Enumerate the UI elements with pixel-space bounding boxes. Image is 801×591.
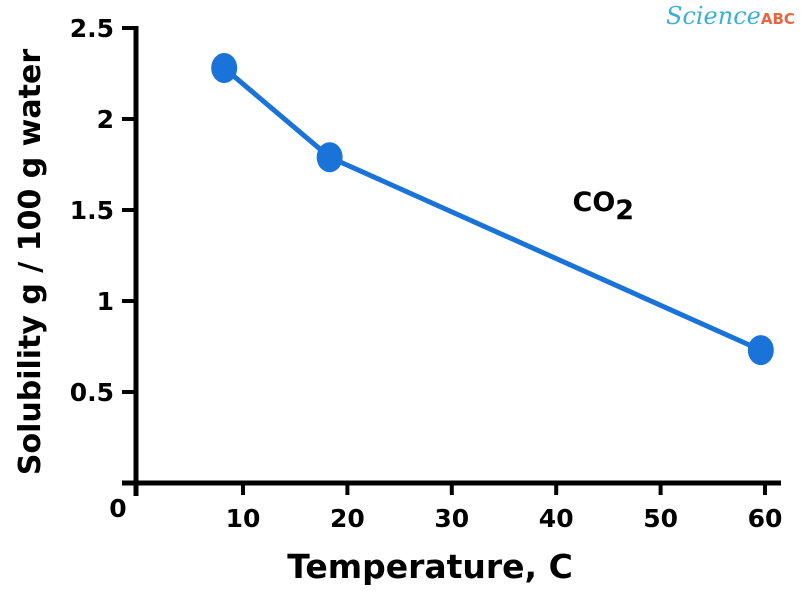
x-tick-label: 60	[748, 504, 783, 533]
y-tick-label: 2	[97, 105, 114, 134]
y-tick-label: 0.5	[70, 378, 114, 407]
logo-science: Science	[666, 2, 761, 30]
y-tick-label: 1	[97, 287, 114, 316]
x-axis-label: Temperature, C	[287, 547, 573, 586]
axes	[122, 26, 781, 496]
logo-abc: ABC	[760, 10, 795, 28]
annotation-subscript: 2	[615, 195, 634, 226]
data-point	[747, 335, 774, 366]
y-axis-label: Solubility g / 100 g water	[13, 49, 48, 475]
x-tick-label: 0	[109, 494, 126, 523]
x-tick-label: 50	[643, 504, 678, 533]
x-tick-label: 20	[330, 504, 365, 533]
science-abc-logo: ScienceABC	[666, 2, 795, 30]
data-point	[316, 142, 343, 173]
series	[211, 53, 774, 366]
x-tick-label: 30	[434, 504, 469, 533]
data-point	[211, 53, 238, 84]
y-tick-label: 2.5	[70, 14, 114, 43]
annotation-text: CO	[573, 187, 616, 218]
x-tick-label: 40	[539, 504, 574, 533]
x-tick-label: 10	[226, 504, 261, 533]
series-line	[222, 66, 762, 353]
y-tick-label: 1.5	[70, 196, 114, 225]
ticks: 0 10 20 30 40 50 60 0.5 1 1.5 2 2.5	[70, 14, 783, 533]
co2-annotation: CO2	[573, 187, 635, 226]
